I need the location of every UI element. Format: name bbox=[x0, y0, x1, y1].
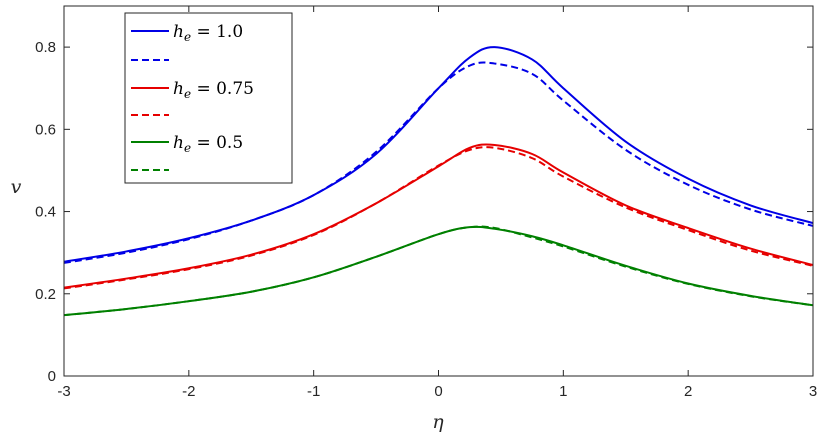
series-line-6 bbox=[63, 225, 814, 317]
legend-label-sub: e bbox=[184, 87, 191, 101]
x-axis-label: η bbox=[432, 411, 444, 433]
legend-label: he = 1.0 bbox=[173, 22, 243, 44]
y-tick-label: 0.4 bbox=[35, 204, 56, 221]
y-tick-label: 0.6 bbox=[35, 121, 56, 138]
legend-label: he = 0.5 bbox=[173, 133, 243, 155]
x-tick-label: 3 bbox=[809, 383, 817, 400]
series-line-4 bbox=[63, 146, 814, 290]
legend-label: he = 0.75 bbox=[173, 79, 254, 101]
y-axis-label: v bbox=[11, 176, 22, 198]
legend-box bbox=[124, 12, 293, 184]
axes-frame bbox=[63, 5, 814, 377]
series-line-2 bbox=[63, 61, 814, 264]
legend-label-rest: = 1.0 bbox=[191, 22, 243, 42]
x-tick-label: 0 bbox=[434, 383, 442, 400]
legend-label-base: h bbox=[173, 133, 184, 153]
legend-label-base: h bbox=[173, 22, 184, 42]
series-lines bbox=[63, 46, 814, 317]
x-tick-label: 1 bbox=[559, 383, 567, 400]
legend-label-base: h bbox=[173, 79, 184, 99]
y-tick-label: 0.2 bbox=[35, 286, 56, 303]
x-tick-label: 2 bbox=[684, 383, 692, 400]
x-tick-label: -2 bbox=[182, 383, 195, 400]
tick-labels: -3 -2 -1 0 1 2 3 0 0.2 0.4 0.6 0.8 bbox=[35, 39, 817, 400]
y-tick-label: 0.8 bbox=[35, 39, 56, 56]
legend-label-sub: e bbox=[184, 141, 191, 155]
legend-label-rest: = 0.5 bbox=[191, 133, 243, 153]
x-tick-label: -1 bbox=[307, 383, 320, 400]
legend-label-rest: = 0.75 bbox=[191, 79, 254, 99]
legend-label-sub: e bbox=[184, 30, 191, 44]
x-tick-label: -3 bbox=[57, 383, 70, 400]
y-tick-label: 0 bbox=[48, 368, 56, 385]
